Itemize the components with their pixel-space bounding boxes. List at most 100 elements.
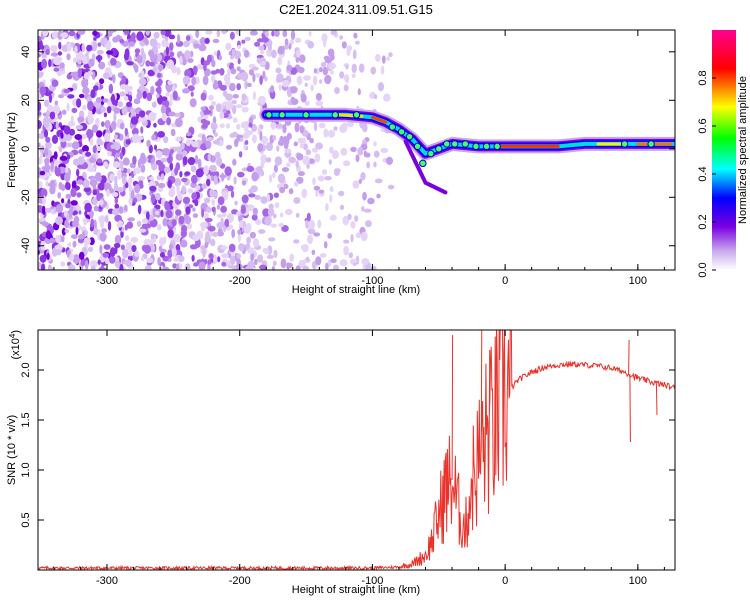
- noise-blob: [74, 215, 79, 223]
- noise-blob: [237, 171, 245, 178]
- noise-blob: [70, 205, 74, 210]
- noise-blob: [212, 38, 220, 44]
- noise-blob: [213, 79, 218, 89]
- noise-blob: [108, 256, 116, 264]
- noise-blob: [306, 212, 311, 222]
- noise-blob: [329, 186, 334, 193]
- noise-blob: [38, 261, 42, 270]
- noise-blob: [296, 75, 303, 86]
- spectrogram-x-ticks: -300 -200 -100 0 100: [53, 30, 665, 287]
- noise-blob: [243, 145, 247, 151]
- noise-blob: [197, 158, 202, 169]
- noise-blob: [137, 204, 142, 215]
- noise-blob: [39, 86, 46, 95]
- noise-blob: [53, 56, 62, 66]
- noise-blob: [65, 193, 72, 200]
- noise-blob: [128, 41, 135, 47]
- noise-blob: [193, 43, 200, 49]
- noise-blob: [179, 171, 183, 178]
- noise-blob: [69, 253, 75, 262]
- noise-blob: [259, 130, 263, 141]
- noise-blob: [113, 107, 121, 114]
- ridge-peak-dot: [388, 123, 397, 131]
- noise-blob: [284, 137, 290, 146]
- noise-blob: [313, 185, 321, 191]
- noise-blob: [110, 47, 118, 57]
- noise-blob: [279, 186, 285, 194]
- noise-blob: [217, 256, 221, 263]
- noise-blob: [295, 49, 301, 58]
- noise-blob: [134, 250, 140, 258]
- noise-blob: [354, 215, 359, 222]
- noise-blob: [60, 132, 64, 139]
- noise-blob: [152, 207, 157, 217]
- noise-blob: [38, 101, 42, 111]
- noise-blob: [196, 63, 204, 70]
- noise-blob: [121, 75, 127, 84]
- noise-blob: [327, 232, 333, 239]
- noise-blob: [92, 189, 97, 196]
- noise-blob: [38, 142, 41, 148]
- noise-blob: [112, 161, 121, 169]
- noise-blob: [96, 174, 102, 182]
- noise-blob: [42, 195, 46, 206]
- noise-blob: [166, 117, 172, 126]
- noise-blob: [182, 156, 188, 166]
- noise-blob: [225, 226, 231, 231]
- noise-blob: [248, 193, 256, 198]
- noise-blob: [307, 234, 313, 245]
- noise-blob: [156, 85, 162, 96]
- noise-blob: [38, 111, 42, 116]
- noise-blob: [365, 220, 372, 228]
- ridge-peak-dot: [647, 140, 655, 148]
- noise-blob: [289, 253, 295, 262]
- noise-blob: [128, 183, 133, 193]
- noise-blob: [96, 130, 103, 138]
- noise-blob: [145, 30, 150, 36]
- snr-y-axis-title: SNR (10 * v/v): [6, 415, 18, 485]
- noise-blob: [101, 121, 105, 127]
- noise-blob: [95, 97, 102, 104]
- noise-blob: [338, 190, 345, 197]
- noise-blob: [163, 236, 167, 244]
- noise-blob: [175, 117, 183, 128]
- noise-blob: [204, 217, 213, 223]
- noise-blob: [329, 214, 337, 221]
- noise-blob: [49, 237, 54, 244]
- noise-blob: [350, 146, 357, 152]
- noise-blob: [44, 147, 49, 157]
- noise-blob: [167, 80, 173, 86]
- noise-blob: [168, 189, 176, 198]
- noise-blob: [200, 221, 208, 228]
- colorbar-tick-label: 0.2: [697, 214, 709, 229]
- noise-blob: [164, 30, 171, 37]
- noise-blob: [302, 155, 310, 165]
- noise-blob: [166, 59, 175, 70]
- ridge-peak-dot: [419, 159, 427, 168]
- noise-blob: [195, 30, 200, 38]
- noise-blob: [252, 66, 259, 71]
- noise-blob: [71, 107, 78, 114]
- noise-blob: [191, 141, 199, 148]
- colorbar-tick-label: 0.6: [697, 118, 709, 133]
- noise-blob: [286, 262, 293, 268]
- noise-blob: [272, 172, 276, 179]
- noise-blob: [67, 94, 75, 99]
- noise-blob: [181, 177, 188, 183]
- noise-blob: [55, 204, 64, 213]
- noise-blob: [237, 58, 241, 65]
- noise-blob: [262, 208, 270, 217]
- noise-blob: [105, 214, 109, 224]
- noise-blob: [231, 131, 238, 138]
- noise-blob: [299, 143, 305, 149]
- noise-blob: [306, 163, 310, 169]
- y-tick-label: 0: [20, 146, 32, 152]
- noise-blob: [61, 109, 67, 115]
- noise-blob: [191, 192, 197, 201]
- noise-blob: [99, 244, 103, 254]
- noise-blob: [54, 100, 58, 106]
- noise-blob: [44, 163, 51, 173]
- noise-blob: [182, 88, 190, 94]
- noise-blob: [321, 169, 328, 175]
- noise-blob: [107, 221, 112, 231]
